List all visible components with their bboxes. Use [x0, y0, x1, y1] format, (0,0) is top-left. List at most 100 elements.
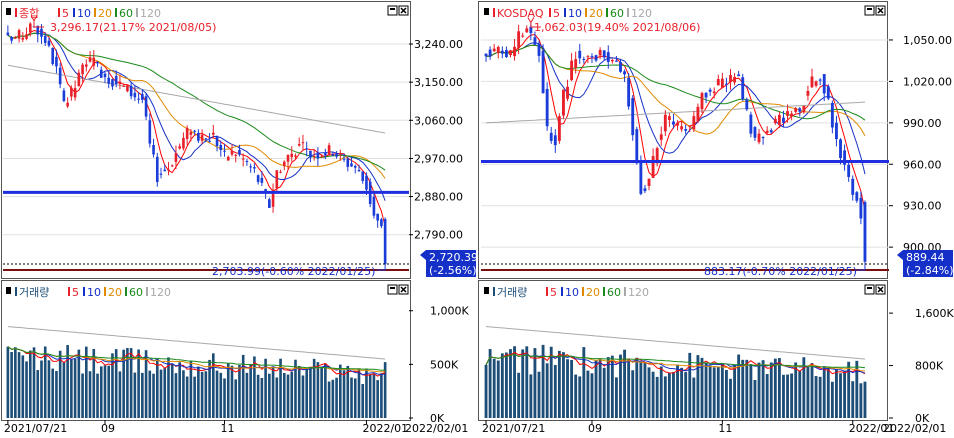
candle-body — [525, 28, 529, 33]
volume-bar — [782, 374, 785, 418]
volume-bar — [182, 370, 185, 418]
candle-body — [372, 196, 376, 216]
candle-body — [92, 57, 96, 66]
candle-body — [208, 140, 211, 142]
volume-bar — [372, 373, 376, 418]
candle-body — [264, 189, 267, 193]
volume-bar — [219, 372, 223, 418]
vol-ma120-line — [485, 326, 866, 360]
legend-ma20: 20 — [586, 286, 600, 299]
volume-bar — [704, 362, 708, 418]
candle-body — [541, 50, 545, 94]
maximize-icon[interactable] — [864, 5, 875, 16]
volume-bar — [96, 373, 99, 418]
candle-body — [70, 87, 73, 97]
candle-body — [566, 86, 569, 99]
legend-ma5: 5 — [550, 286, 557, 299]
candle-body — [818, 79, 822, 81]
volume-bar — [806, 366, 810, 418]
candle-body — [830, 102, 834, 128]
volume-bar — [129, 348, 133, 418]
volume-bar — [357, 368, 361, 418]
candle-body — [152, 144, 155, 155]
volume-bar — [32, 347, 36, 418]
candle-body — [720, 78, 724, 88]
candle-body — [782, 117, 785, 123]
volume-bar — [676, 364, 679, 418]
candle-body — [219, 144, 223, 151]
candle-body — [586, 56, 590, 58]
legend-ma120-icon — [136, 8, 138, 17]
volume-bar — [513, 346, 516, 418]
volume-bar — [223, 378, 226, 418]
volume-bar — [353, 378, 357, 418]
legend-ma60: 60 — [119, 7, 133, 20]
volume-bar — [749, 364, 753, 418]
candle-body — [753, 127, 757, 138]
candle-body — [647, 178, 651, 186]
volume-bar — [73, 358, 77, 418]
volume-bar — [619, 354, 622, 418]
volume-bar — [655, 376, 659, 418]
maximize-icon[interactable] — [387, 5, 398, 16]
volume-bar — [843, 371, 847, 418]
candle-body — [353, 165, 357, 168]
candle-body — [623, 71, 626, 75]
volume-bar — [741, 359, 745, 418]
volume-bar — [335, 377, 338, 418]
legend-ma10: 10 — [87, 286, 101, 299]
candle-body — [290, 153, 294, 158]
volume-bar — [492, 358, 496, 418]
candle-body — [786, 111, 789, 116]
maximize-icon[interactable] — [864, 284, 875, 295]
volume-bar — [680, 367, 684, 418]
volume-bar — [765, 374, 769, 418]
volume-bar — [70, 359, 73, 418]
volume-bar — [55, 371, 58, 418]
candle-body — [309, 150, 312, 158]
y-tick-label: 960.00 — [903, 158, 942, 171]
volume-bar — [290, 371, 294, 418]
candle-body — [212, 132, 215, 135]
candle-body — [96, 61, 99, 64]
candle-body — [324, 152, 327, 156]
candle-body — [282, 161, 286, 167]
legend-ma5: 5 — [553, 7, 560, 20]
candle-body — [189, 131, 193, 135]
legend-ma60: 60 — [607, 286, 621, 299]
y-tick-label: 500K — [430, 358, 459, 371]
candle-body — [197, 132, 200, 141]
candle-body — [238, 149, 241, 155]
volume-bar — [204, 371, 208, 418]
maximize-icon[interactable] — [387, 284, 398, 295]
volume-bar — [189, 361, 193, 418]
volume-bar — [602, 367, 606, 418]
volume-bar — [639, 362, 643, 418]
candle-body — [708, 89, 712, 92]
low-annotation: 2,703.99(-0.60% 2022/01/25) — [212, 265, 375, 278]
volume-bar — [148, 370, 152, 418]
volume-bar — [651, 371, 655, 418]
volume-bar — [167, 357, 170, 418]
volume-bar — [193, 376, 196, 418]
candle-body — [114, 76, 118, 85]
candle-body — [696, 106, 700, 121]
legend-ma10-icon — [73, 8, 75, 17]
volume-bar — [839, 373, 842, 418]
candle-body — [590, 56, 594, 58]
vol-ma60-line — [7, 346, 386, 371]
legend-ma10: 10 — [77, 7, 91, 20]
volume-bar — [380, 373, 383, 418]
volume-bar — [500, 353, 504, 418]
candle-body — [667, 116, 671, 121]
volume-bar — [525, 346, 529, 418]
candle-body — [517, 31, 521, 48]
volume-bar — [610, 355, 614, 418]
volume-bar — [159, 369, 163, 418]
high-annotation: 3,296.17(21.17% 2021/08/05) — [50, 21, 216, 34]
legend-marker — [6, 287, 11, 294]
volume-bar — [847, 361, 851, 418]
candle-body — [331, 154, 335, 156]
volume-bar — [684, 372, 688, 418]
